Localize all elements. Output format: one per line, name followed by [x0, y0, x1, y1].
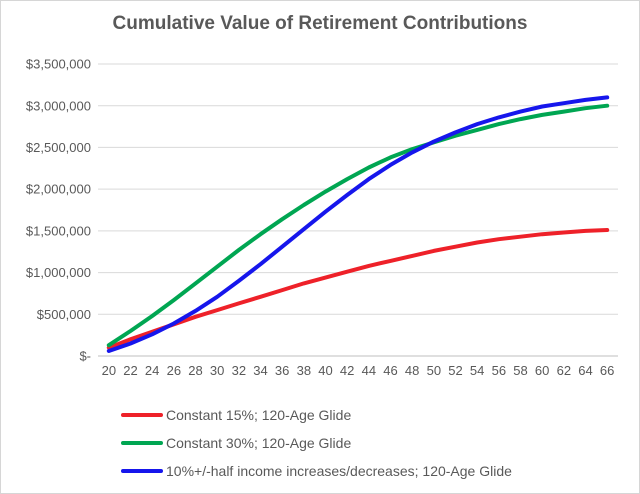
y-axis-tick-label: $- — [79, 349, 91, 364]
x-axis-tick-label: 56 — [492, 363, 506, 378]
legend-item-constant-30: Constant 30%; 120-Age Glide — [121, 429, 512, 457]
legend-label: Constant 30%; 120-Age Glide — [166, 435, 352, 451]
x-axis-tick-label: 42 — [340, 363, 354, 378]
green-line-swatch-icon — [121, 441, 163, 445]
x-axis-tick-label: 50 — [427, 363, 441, 378]
legend: Constant 15%; 120-Age Glide Constant 30%… — [121, 401, 512, 485]
x-axis-tick-label: 44 — [362, 363, 376, 378]
x-axis-tick-label: 60 — [535, 363, 549, 378]
x-axis-tick-label: 28 — [188, 363, 202, 378]
series-line — [106, 228, 610, 350]
x-axis-tick-label: 52 — [448, 363, 462, 378]
y-axis-tick-label: $3,000,000 — [26, 98, 91, 113]
x-axis-tick-label: 64 — [578, 363, 592, 378]
y-axis-tick-label: $1,000,000 — [26, 265, 91, 280]
x-axis-tick-label: 20 — [102, 363, 116, 378]
x-axis-tick-label: 38 — [297, 363, 311, 378]
x-axis-tick-label: 22 — [123, 363, 137, 378]
x-axis-tick-label: 58 — [513, 363, 527, 378]
legend-label: Constant 15%; 120-Age Glide — [166, 407, 352, 423]
series-line — [106, 103, 610, 348]
x-axis-tick-label: 36 — [275, 363, 289, 378]
x-axis-tick-label: 66 — [600, 363, 614, 378]
x-axis-tick-label: 30 — [210, 363, 224, 378]
x-axis-tick-label: 48 — [405, 363, 419, 378]
x-axis-tick-label: 24 — [145, 363, 159, 378]
y-axis-tick-label: $2,500,000 — [26, 140, 91, 155]
y-axis-tick-label: $1,500,000 — [26, 223, 91, 238]
series-line — [106, 95, 610, 353]
y-axis-tick-label: $3,500,000 — [26, 57, 91, 72]
x-axis-tick-label: 40 — [318, 363, 332, 378]
legend-label: 10%+/-half income increases/decreases; 1… — [166, 463, 512, 479]
x-axis-tick-label: 46 — [383, 363, 397, 378]
y-axis-tick-label: $2,000,000 — [26, 182, 91, 197]
chart-title: Cumulative Value of Retirement Contribut… — [112, 13, 528, 34]
x-axis-tick-label: 32 — [232, 363, 246, 378]
legend-item-income-glide: 10%+/-half income increases/decreases; 1… — [121, 457, 512, 485]
blue-line-swatch-icon — [121, 469, 163, 473]
x-axis-tick-label: 34 — [253, 363, 267, 378]
x-axis-tick-label: 54 — [470, 363, 484, 378]
y-axis-tick-label: $500,000 — [37, 307, 91, 322]
x-axis-tick-label: 62 — [557, 363, 571, 378]
legend-item-constant-15: Constant 15%; 120-Age Glide — [121, 401, 512, 429]
plot-area: $- $500,000 $1,000,000 $1,500,000 $2,000,000… — [26, 57, 618, 378]
x-axis-tick-label: 26 — [167, 363, 181, 378]
red-line-swatch-icon — [121, 413, 163, 417]
